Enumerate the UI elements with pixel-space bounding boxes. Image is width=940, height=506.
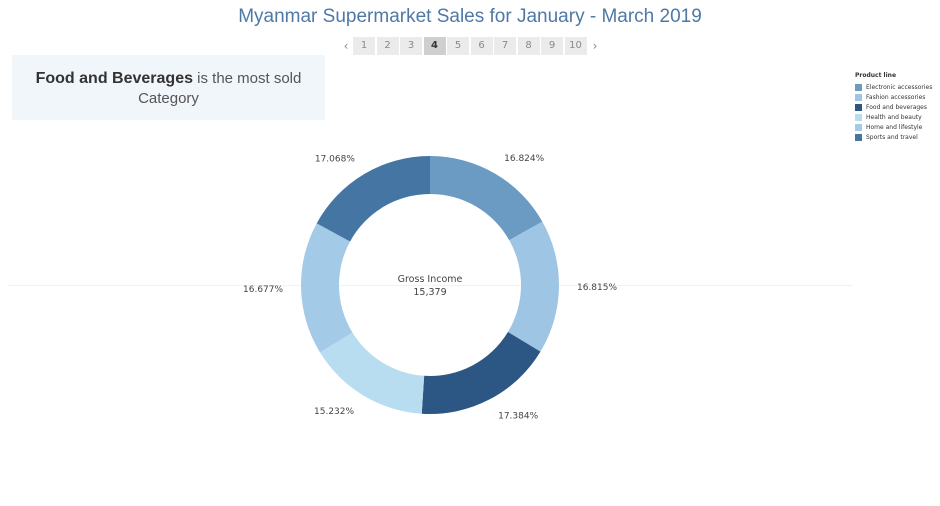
data-label: 17.068% [315, 155, 355, 165]
legend-item: Health and beauty [855, 112, 932, 122]
legend-item: Food and beverages [855, 102, 932, 112]
donut-slice[interactable] [430, 156, 543, 241]
legend: Product line Electronic accessories Fashi… [855, 72, 932, 142]
page-button-3[interactable]: 3 [400, 36, 422, 55]
page-button-6[interactable]: 6 [470, 36, 493, 55]
data-label: 16.677% [243, 285, 283, 295]
page-button-8[interactable]: 8 [517, 36, 540, 55]
data-label: 16.824% [504, 154, 544, 164]
data-label: 15.232% [314, 407, 354, 417]
legend-label: Sports and travel [866, 133, 918, 141]
donut-slice[interactable] [301, 223, 353, 353]
center-value: 15,379 [413, 287, 446, 298]
legend-item: Fashion accessories [855, 92, 932, 102]
callout-highlight: Food and Beverages [35, 70, 193, 87]
page-button-5[interactable]: 5 [447, 36, 469, 55]
legend-swatch [855, 133, 862, 141]
center-label: Gross Income [398, 274, 463, 285]
data-label: 16.815% [577, 283, 617, 293]
page-button-9[interactable]: 9 [541, 36, 563, 55]
legend-label: Electronic accessories [866, 83, 933, 91]
page-button-1[interactable]: 1 [353, 36, 375, 55]
donut-slice[interactable] [316, 156, 430, 242]
donut-slice[interactable] [421, 332, 541, 414]
legend-title: Product line [855, 72, 897, 79]
legend-swatch [855, 123, 862, 131]
donut-slice[interactable] [507, 221, 560, 352]
legend-label: Food and beverages [866, 103, 928, 111]
legend-swatch [855, 103, 862, 111]
page-buttons: 1 2 3 4 5 6 7 8 9 10 [353, 36, 588, 55]
chevron-left-icon[interactable]: ‹ [343, 38, 349, 53]
legend-label: Health and beauty [866, 113, 922, 121]
legend-label: Fashion accessories [866, 93, 926, 101]
legend-item: Sports and travel [855, 132, 932, 142]
legend-label: Home and lifestyle [866, 123, 923, 131]
legend-item: Home and lifestyle [855, 122, 932, 132]
page-button-7[interactable]: 7 [494, 36, 516, 55]
page-button-4[interactable]: 4 [423, 36, 446, 55]
legend-item: Electronic accessories [855, 82, 932, 92]
callout-text: is the most sold Category [138, 70, 302, 107]
donut-slice[interactable] [319, 332, 425, 414]
legend-swatch [855, 83, 862, 91]
page-navigator: ‹ 1 2 3 4 5 6 7 8 9 10 › [339, 36, 602, 55]
chevron-right-icon[interactable]: › [592, 38, 598, 53]
data-label: 17.384% [498, 411, 538, 421]
page-button-10[interactable]: 10 [564, 36, 587, 55]
page-button-2[interactable]: 2 [376, 36, 399, 55]
legend-items: Electronic accessories Fashion accessorie… [855, 82, 932, 142]
legend-swatch [855, 93, 862, 101]
insight-callout: Food and Beverages is the most sold Cate… [12, 55, 325, 120]
legend-swatch [855, 113, 862, 121]
divider-line [8, 285, 853, 286]
chart-title: Myanmar Supermarket Sales for January - … [238, 6, 702, 27]
